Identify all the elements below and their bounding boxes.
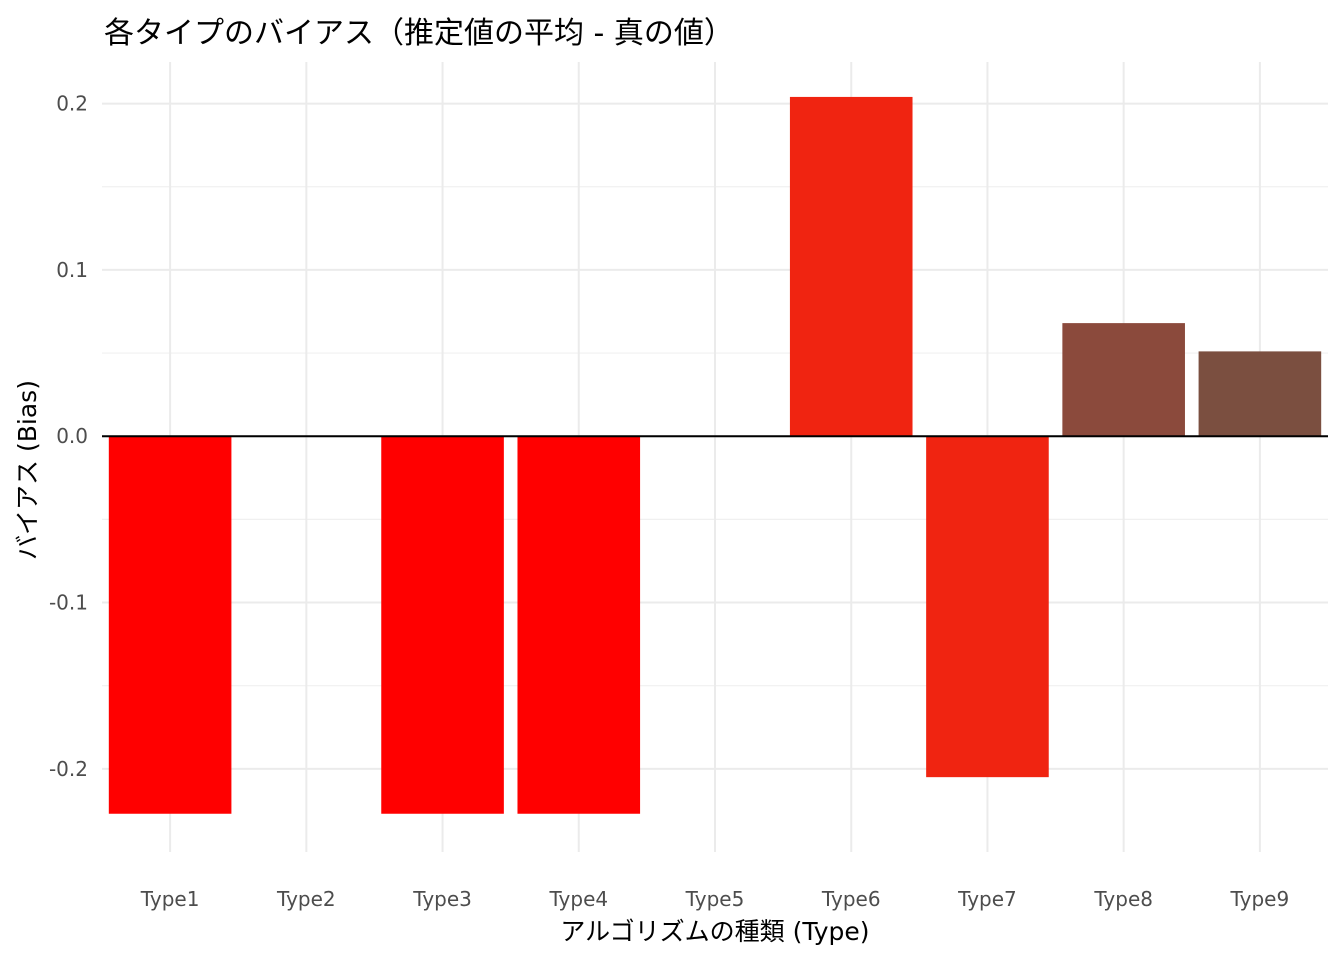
bar-type6 [789,96,913,437]
x-tick-label: Type1 [140,887,200,911]
x-tick-label: Type9 [1230,887,1290,911]
bar-type9 [1198,351,1322,437]
y-tick-label: 0.1 [56,258,88,282]
chart-title: 各タイプのバイアス（推定値の平均 - 真の値） [104,16,734,51]
y-tick-label: -0.2 [49,757,88,781]
bar-type7 [926,436,1049,778]
x-tick-label: Type5 [685,887,745,911]
x-axis-label: アルゴリズムの種類 (Type) [560,917,870,946]
bar-type1 [108,436,232,814]
x-tick-label: Type4 [548,887,608,911]
x-tick-label: Type8 [1093,887,1153,911]
bar-type4 [517,436,641,814]
bar-type3 [381,436,504,814]
x-tick-label: Type2 [276,887,336,911]
bar-type8 [1062,323,1185,437]
y-tick-label: 0.0 [56,424,88,448]
x-tick-label: Type3 [412,887,472,911]
x-tick-label: Type7 [957,887,1017,911]
y-tick-label: -0.1 [49,591,88,615]
y-tick-label: 0.2 [56,92,88,116]
x-tick-label: Type6 [821,887,881,911]
